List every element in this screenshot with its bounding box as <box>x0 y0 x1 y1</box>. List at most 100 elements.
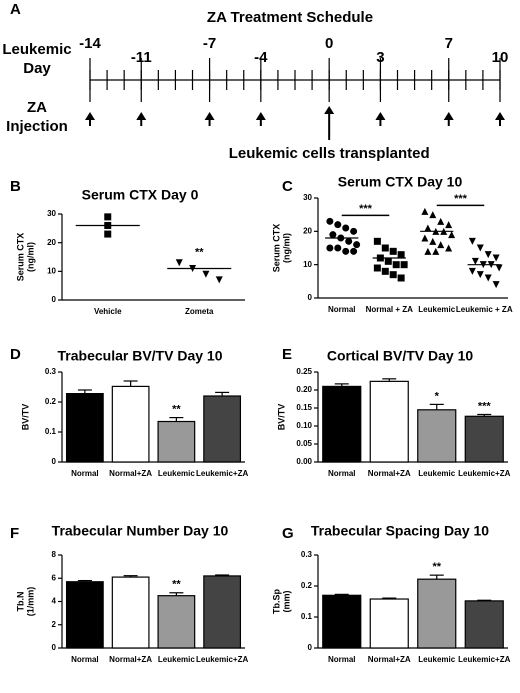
y-tick-label: 10 <box>47 266 56 275</box>
bar <box>322 385 362 463</box>
chart-title: Serum CTX Day 10 <box>338 174 463 190</box>
injection-arrow-head <box>375 112 386 120</box>
x-tick-label: Normal <box>328 655 356 664</box>
row-label: Day <box>23 60 51 77</box>
y-tick-label: 0 <box>308 293 313 302</box>
point <box>437 217 445 225</box>
point <box>492 254 500 262</box>
significance: *** <box>454 193 468 205</box>
y-tick-label: 0.00 <box>296 457 312 466</box>
x-tick-label: Vehicle <box>94 307 122 316</box>
y-axis-label: Serum CTX <box>15 233 25 282</box>
significance: ** <box>172 579 181 591</box>
injection-arrow-head <box>85 112 95 120</box>
y-tick-label: 0.05 <box>296 439 312 448</box>
panel-label: F <box>10 525 19 542</box>
y-axis-label: Serum CTX <box>271 224 281 273</box>
chart-title: Trabecular Number Day 10 <box>52 523 229 539</box>
point <box>381 267 389 275</box>
significance: *** <box>478 400 492 412</box>
row-label: Leukemic <box>2 41 71 58</box>
day-label: -11 <box>131 49 152 66</box>
point <box>397 251 405 259</box>
point <box>432 247 440 255</box>
x-tick-label: Normal+ZA <box>109 469 152 478</box>
bar <box>157 420 196 463</box>
y-tick-label: 0.10 <box>296 421 312 430</box>
bar <box>203 395 242 463</box>
injection-arrow-head <box>136 112 147 120</box>
point <box>429 211 437 219</box>
chart-title: Serum CTX Day 0 <box>82 187 199 203</box>
panel-label: G <box>282 525 294 542</box>
y-axis-label: (ng/ml) <box>281 233 291 263</box>
y-tick-label: 0.25 <box>296 367 312 376</box>
point <box>392 261 400 269</box>
x-tick-label: Leukemic+ZA <box>196 655 248 664</box>
y-tick-label: 30 <box>47 209 56 218</box>
bar <box>203 575 242 649</box>
point <box>202 270 210 278</box>
point <box>350 227 358 235</box>
y-tick-label: 0 <box>308 643 313 652</box>
y-tick-label: 0.15 <box>296 403 312 412</box>
bar <box>322 594 362 649</box>
day-label: -4 <box>254 49 268 66</box>
x-tick-label: Normal <box>328 469 356 478</box>
y-tick-label: 0 <box>52 295 57 304</box>
y-axis-label: (1/mm) <box>25 587 35 617</box>
point <box>445 244 453 252</box>
chart-title: Trabecular BV/TV Day 10 <box>58 348 223 364</box>
point <box>175 259 183 267</box>
point <box>397 274 405 282</box>
bar <box>65 581 104 649</box>
x-tick-label: Normal <box>328 305 356 314</box>
x-tick-label: Normal+ZA <box>368 469 411 478</box>
injection-arrow-head <box>495 112 505 120</box>
bar <box>369 598 409 649</box>
panel-label: A <box>10 1 21 18</box>
x-tick-label: Leukemic <box>158 655 195 664</box>
panel-label: D <box>10 346 21 363</box>
day-label: 3 <box>376 49 384 66</box>
y-tick-label: 0.1 <box>45 427 57 436</box>
point <box>421 207 429 215</box>
point <box>389 247 397 255</box>
significance: * <box>435 390 440 402</box>
point <box>445 221 453 229</box>
point <box>484 251 492 259</box>
transplant-arrow-head <box>324 106 335 114</box>
injection-label: ZA <box>27 99 47 116</box>
bar <box>464 415 504 463</box>
day-label: -7 <box>203 35 216 52</box>
bar <box>417 409 457 463</box>
bar <box>157 595 196 649</box>
point <box>424 224 432 232</box>
point <box>353 241 361 249</box>
y-axis-label: BV/TV <box>276 404 286 431</box>
significance: ** <box>195 247 204 259</box>
point <box>476 244 484 252</box>
point <box>468 267 476 275</box>
y-tick-label: 0.3 <box>301 550 313 559</box>
panel-label: C <box>282 178 293 195</box>
y-tick-label: 20 <box>303 226 312 235</box>
x-tick-label: Normal+ZA <box>368 655 411 664</box>
y-tick-label: 4 <box>52 597 57 606</box>
point <box>476 271 484 279</box>
chart-title: Trabecular Spacing Day 10 <box>311 523 489 539</box>
x-tick-label: Leukemic+ZA <box>458 469 510 478</box>
y-tick-label: 0.2 <box>45 397 57 406</box>
x-tick-label: Normal <box>71 469 99 478</box>
significance: ** <box>172 404 181 416</box>
x-tick-label: Leukemic+ZA <box>458 655 510 664</box>
point <box>104 230 112 238</box>
y-axis-label: (mm) <box>281 590 291 612</box>
point <box>429 237 437 245</box>
chart-title: Cortical BV/TV Day 10 <box>327 348 473 364</box>
x-tick-label: Leukemic <box>418 655 455 664</box>
point <box>342 224 350 232</box>
point <box>492 281 500 289</box>
x-tick-label: Normal <box>71 655 99 664</box>
